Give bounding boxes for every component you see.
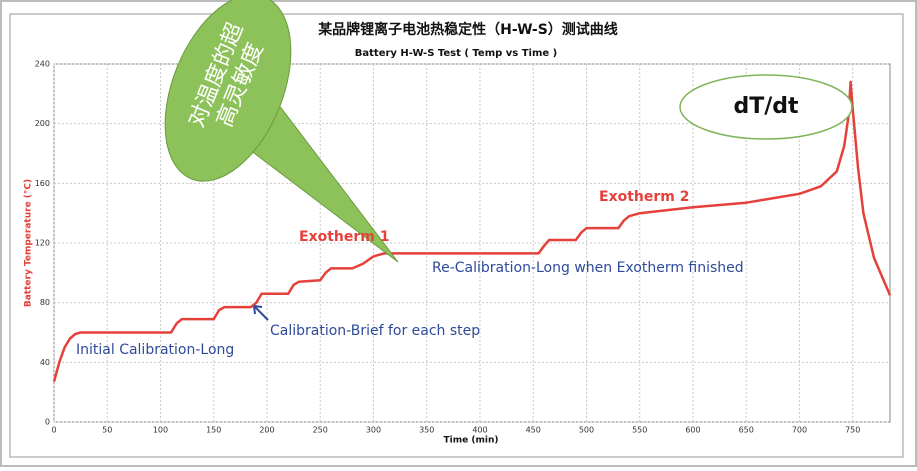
annotation: Initial Calibration-Long bbox=[76, 342, 234, 358]
annotation: Exotherm 2 bbox=[599, 189, 689, 205]
x-tick-label: 350 bbox=[419, 426, 434, 435]
arrow bbox=[253, 305, 269, 321]
y-tick-label: 240 bbox=[35, 60, 50, 69]
dtdt-label: dT/dt bbox=[733, 94, 799, 119]
x-tick-label: 300 bbox=[366, 426, 381, 435]
x-tick-label: 650 bbox=[739, 426, 754, 435]
y-tick-label: 40 bbox=[40, 358, 50, 367]
annotation: Exotherm 1 bbox=[299, 229, 389, 245]
x-axis-label: Time (min) bbox=[444, 436, 499, 446]
annotation: Calibration-Brief for each step bbox=[270, 323, 480, 339]
x-tick-label: 700 bbox=[792, 426, 807, 435]
y-axis-label: Battery Temperature (°C) bbox=[24, 179, 34, 307]
chart-title: 某品牌锂离子电池热稳定性（H-W-S）测试曲线 bbox=[318, 21, 618, 38]
x-tick-label: 400 bbox=[472, 426, 487, 435]
x-tick-label: 500 bbox=[579, 426, 594, 435]
y-tick-label: 160 bbox=[35, 179, 50, 188]
dtdt-ellipse bbox=[679, 74, 853, 140]
x-tick-label: 50 bbox=[102, 426, 112, 435]
x-tick-label: 150 bbox=[206, 426, 221, 435]
annotation: Re-Calibration-Long when Exotherm finish… bbox=[432, 260, 744, 276]
y-tick-label: 120 bbox=[35, 239, 50, 248]
callout-bubble bbox=[164, 0, 292, 182]
x-tick-label: 550 bbox=[632, 426, 647, 435]
x-tick-label: 250 bbox=[313, 426, 328, 435]
x-tick-label: 600 bbox=[685, 426, 700, 435]
y-tick-label: 80 bbox=[40, 298, 50, 307]
y-tick-label: 200 bbox=[35, 119, 50, 128]
x-tick-label: 750 bbox=[845, 426, 860, 435]
chart-subtitle: Battery H-W-S Test ( Temp vs Time ) bbox=[355, 48, 557, 59]
x-tick-label: 450 bbox=[526, 426, 541, 435]
x-tick-label: 0 bbox=[51, 426, 56, 435]
y-tick-label: 0 bbox=[45, 418, 50, 427]
x-tick-label: 100 bbox=[153, 426, 168, 435]
chart-border bbox=[9, 13, 904, 458]
data-line bbox=[52, 80, 892, 383]
x-tick-label: 200 bbox=[259, 426, 274, 435]
